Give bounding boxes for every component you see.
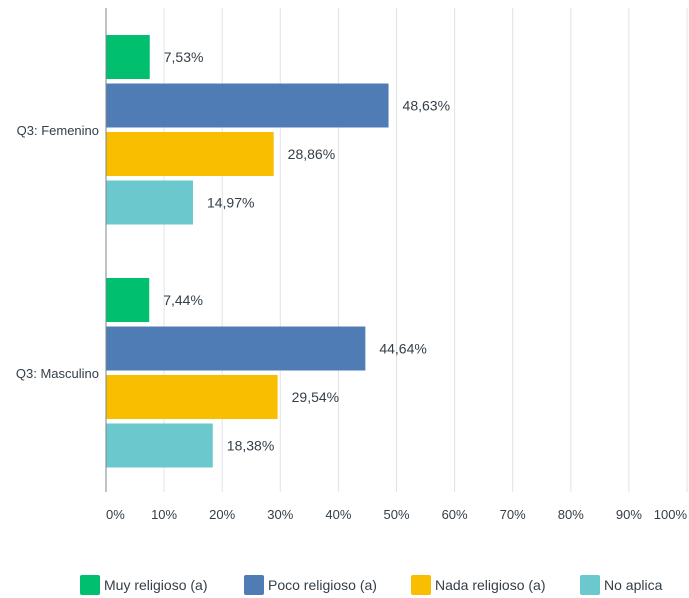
legend-label: Muy religioso (a) <box>104 577 207 593</box>
x-tick-label: 80% <box>558 507 584 522</box>
bar[interactable] <box>106 132 274 176</box>
legend-item[interactable]: No aplica <box>580 575 663 595</box>
data-label: 14,97% <box>207 195 254 211</box>
legend-swatch <box>244 575 264 595</box>
data-label: 48,63% <box>403 98 450 114</box>
data-label: 7,44% <box>163 292 203 308</box>
x-tick-label: 0% <box>106 507 125 522</box>
data-label: 7,53% <box>164 49 204 65</box>
x-tick-label: 90% <box>616 507 642 522</box>
bar[interactable] <box>106 35 150 79</box>
data-label: 44,64% <box>379 341 426 357</box>
x-tick-label: 20% <box>209 507 235 522</box>
bar[interactable] <box>106 326 366 371</box>
legend-item[interactable]: Muy religioso (a) <box>80 575 207 595</box>
data-label: 29,54% <box>292 389 339 405</box>
legend-swatch <box>580 575 600 595</box>
bar[interactable] <box>106 423 213 468</box>
bar[interactable] <box>106 83 389 128</box>
legend-item[interactable]: Nada religioso (a) <box>411 575 546 595</box>
x-tick-label: 10% <box>151 507 177 522</box>
data-label: 28,86% <box>288 146 335 162</box>
x-tick-label: 30% <box>267 507 293 522</box>
x-tick-label: 50% <box>383 507 409 522</box>
bar[interactable] <box>106 375 278 419</box>
labels-layer: 0% 10% 20% 30% 40% 50% 60% 70% 80% 90% 100% 7,53% 48… <box>16 49 688 522</box>
bar[interactable] <box>106 180 193 225</box>
x-tick-label: 70% <box>500 507 526 522</box>
bar[interactable] <box>106 278 150 322</box>
x-tick-label: 100% <box>654 507 688 522</box>
grid-layer <box>163 8 688 492</box>
legend-swatch <box>411 575 431 595</box>
legend-label: No aplica <box>604 577 663 593</box>
bars-layer <box>106 35 389 468</box>
category-label: Q3: Femenino <box>17 123 99 138</box>
legend-label: Nada religioso (a) <box>435 577 546 593</box>
legend: Muy religioso (a) Poco religioso (a) Nada … <box>80 575 663 595</box>
category-label: Q3: Masculino <box>16 366 99 381</box>
legend-item[interactable]: Poco religioso (a) <box>244 575 377 595</box>
x-tick-label: 60% <box>442 507 468 522</box>
x-tick-label: 40% <box>325 507 351 522</box>
data-label: 18,38% <box>227 438 274 454</box>
legend-swatch <box>80 575 100 595</box>
legend-label: Poco religioso (a) <box>268 577 377 593</box>
